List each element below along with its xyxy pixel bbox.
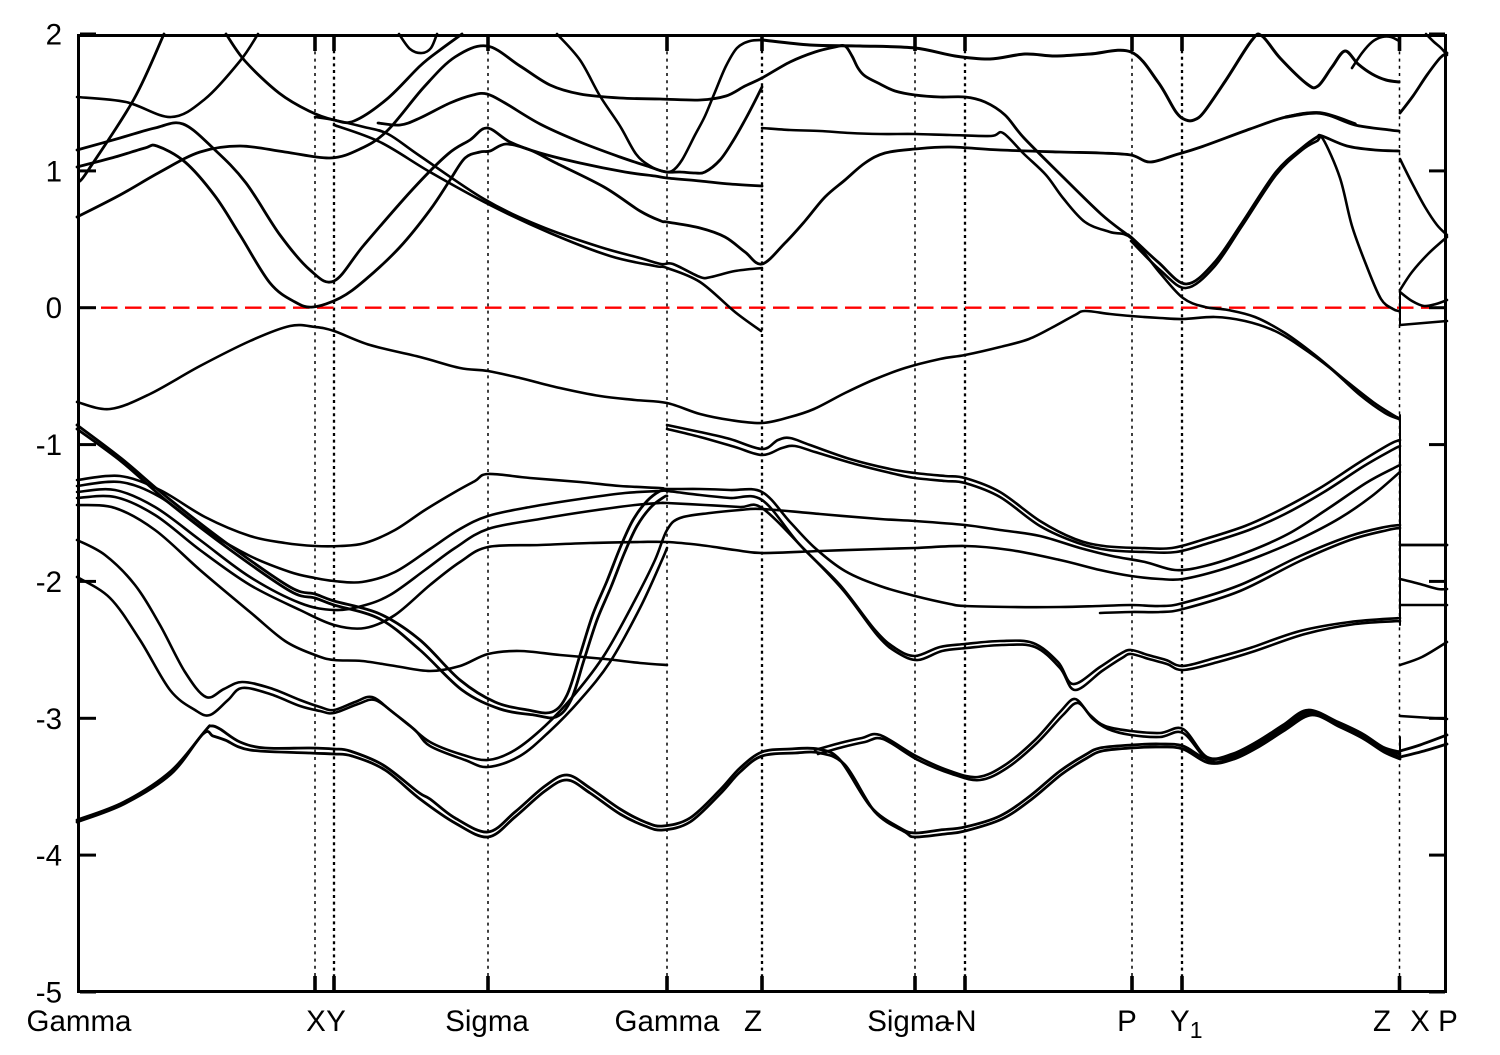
svg-text:Sigma: Sigma [445, 1005, 529, 1038]
svg-text:X: X [306, 1005, 326, 1038]
svg-text:-2: -2 [36, 566, 62, 599]
svg-text:P: P [1438, 1005, 1458, 1038]
svg-text:1: 1 [46, 155, 62, 188]
svg-text:Sigma: Sigma [867, 1005, 951, 1038]
svg-text:-1: -1 [36, 429, 62, 462]
svg-text:X: X [1410, 1005, 1430, 1038]
svg-text:Y: Y [326, 1005, 346, 1038]
svg-text:0: 0 [46, 292, 62, 325]
svg-text:-3: -3 [36, 703, 62, 736]
svg-text:Z: Z [1373, 1005, 1391, 1038]
svg-text:2: 2 [46, 18, 62, 51]
svg-text:-N: -N [945, 1005, 976, 1038]
svg-text:-5: -5 [36, 976, 62, 1009]
svg-text:Z: Z [744, 1005, 762, 1038]
svg-text:P: P [1117, 1005, 1137, 1038]
svg-text:-4: -4 [36, 840, 62, 873]
svg-text:Gamma: Gamma [27, 1005, 133, 1038]
svg-text:Gamma: Gamma [615, 1005, 721, 1038]
